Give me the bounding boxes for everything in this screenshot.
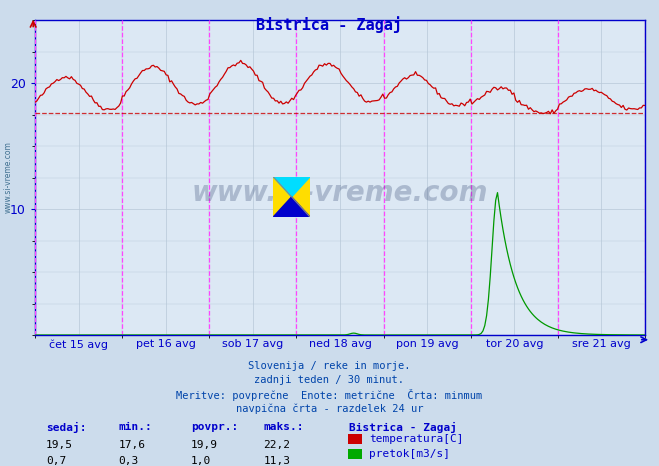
Text: Bistrica - Zagaj: Bistrica - Zagaj bbox=[349, 422, 457, 433]
Text: temperatura[C]: temperatura[C] bbox=[369, 434, 463, 444]
Text: 1,0: 1,0 bbox=[191, 456, 212, 466]
Text: povpr.:: povpr.: bbox=[191, 422, 239, 432]
Text: 17,6: 17,6 bbox=[119, 440, 146, 450]
Text: zadnji teden / 30 minut.: zadnji teden / 30 minut. bbox=[254, 375, 405, 385]
Text: Bistrica - Zagaj: Bistrica - Zagaj bbox=[256, 16, 403, 33]
Polygon shape bbox=[273, 197, 310, 217]
Text: sedaj:: sedaj: bbox=[46, 422, 86, 433]
Text: maks.:: maks.: bbox=[264, 422, 304, 432]
Polygon shape bbox=[273, 177, 310, 197]
Text: www.si-vreme.com: www.si-vreme.com bbox=[4, 141, 13, 213]
Text: 19,9: 19,9 bbox=[191, 440, 218, 450]
Text: 22,2: 22,2 bbox=[264, 440, 291, 450]
Text: pretok[m3/s]: pretok[m3/s] bbox=[369, 449, 450, 459]
Text: 0,7: 0,7 bbox=[46, 456, 67, 466]
Text: www.si-vreme.com: www.si-vreme.com bbox=[192, 179, 488, 207]
Text: 0,3: 0,3 bbox=[119, 456, 139, 466]
Text: 11,3: 11,3 bbox=[264, 456, 291, 466]
Text: Slovenija / reke in morje.: Slovenija / reke in morje. bbox=[248, 361, 411, 371]
Text: 19,5: 19,5 bbox=[46, 440, 73, 450]
Text: navpična črta - razdelek 24 ur: navpična črta - razdelek 24 ur bbox=[236, 403, 423, 414]
Text: Meritve: povprečne  Enote: metrične  Črta: minmum: Meritve: povprečne Enote: metrične Črta:… bbox=[177, 389, 482, 401]
Text: min.:: min.: bbox=[119, 422, 152, 432]
